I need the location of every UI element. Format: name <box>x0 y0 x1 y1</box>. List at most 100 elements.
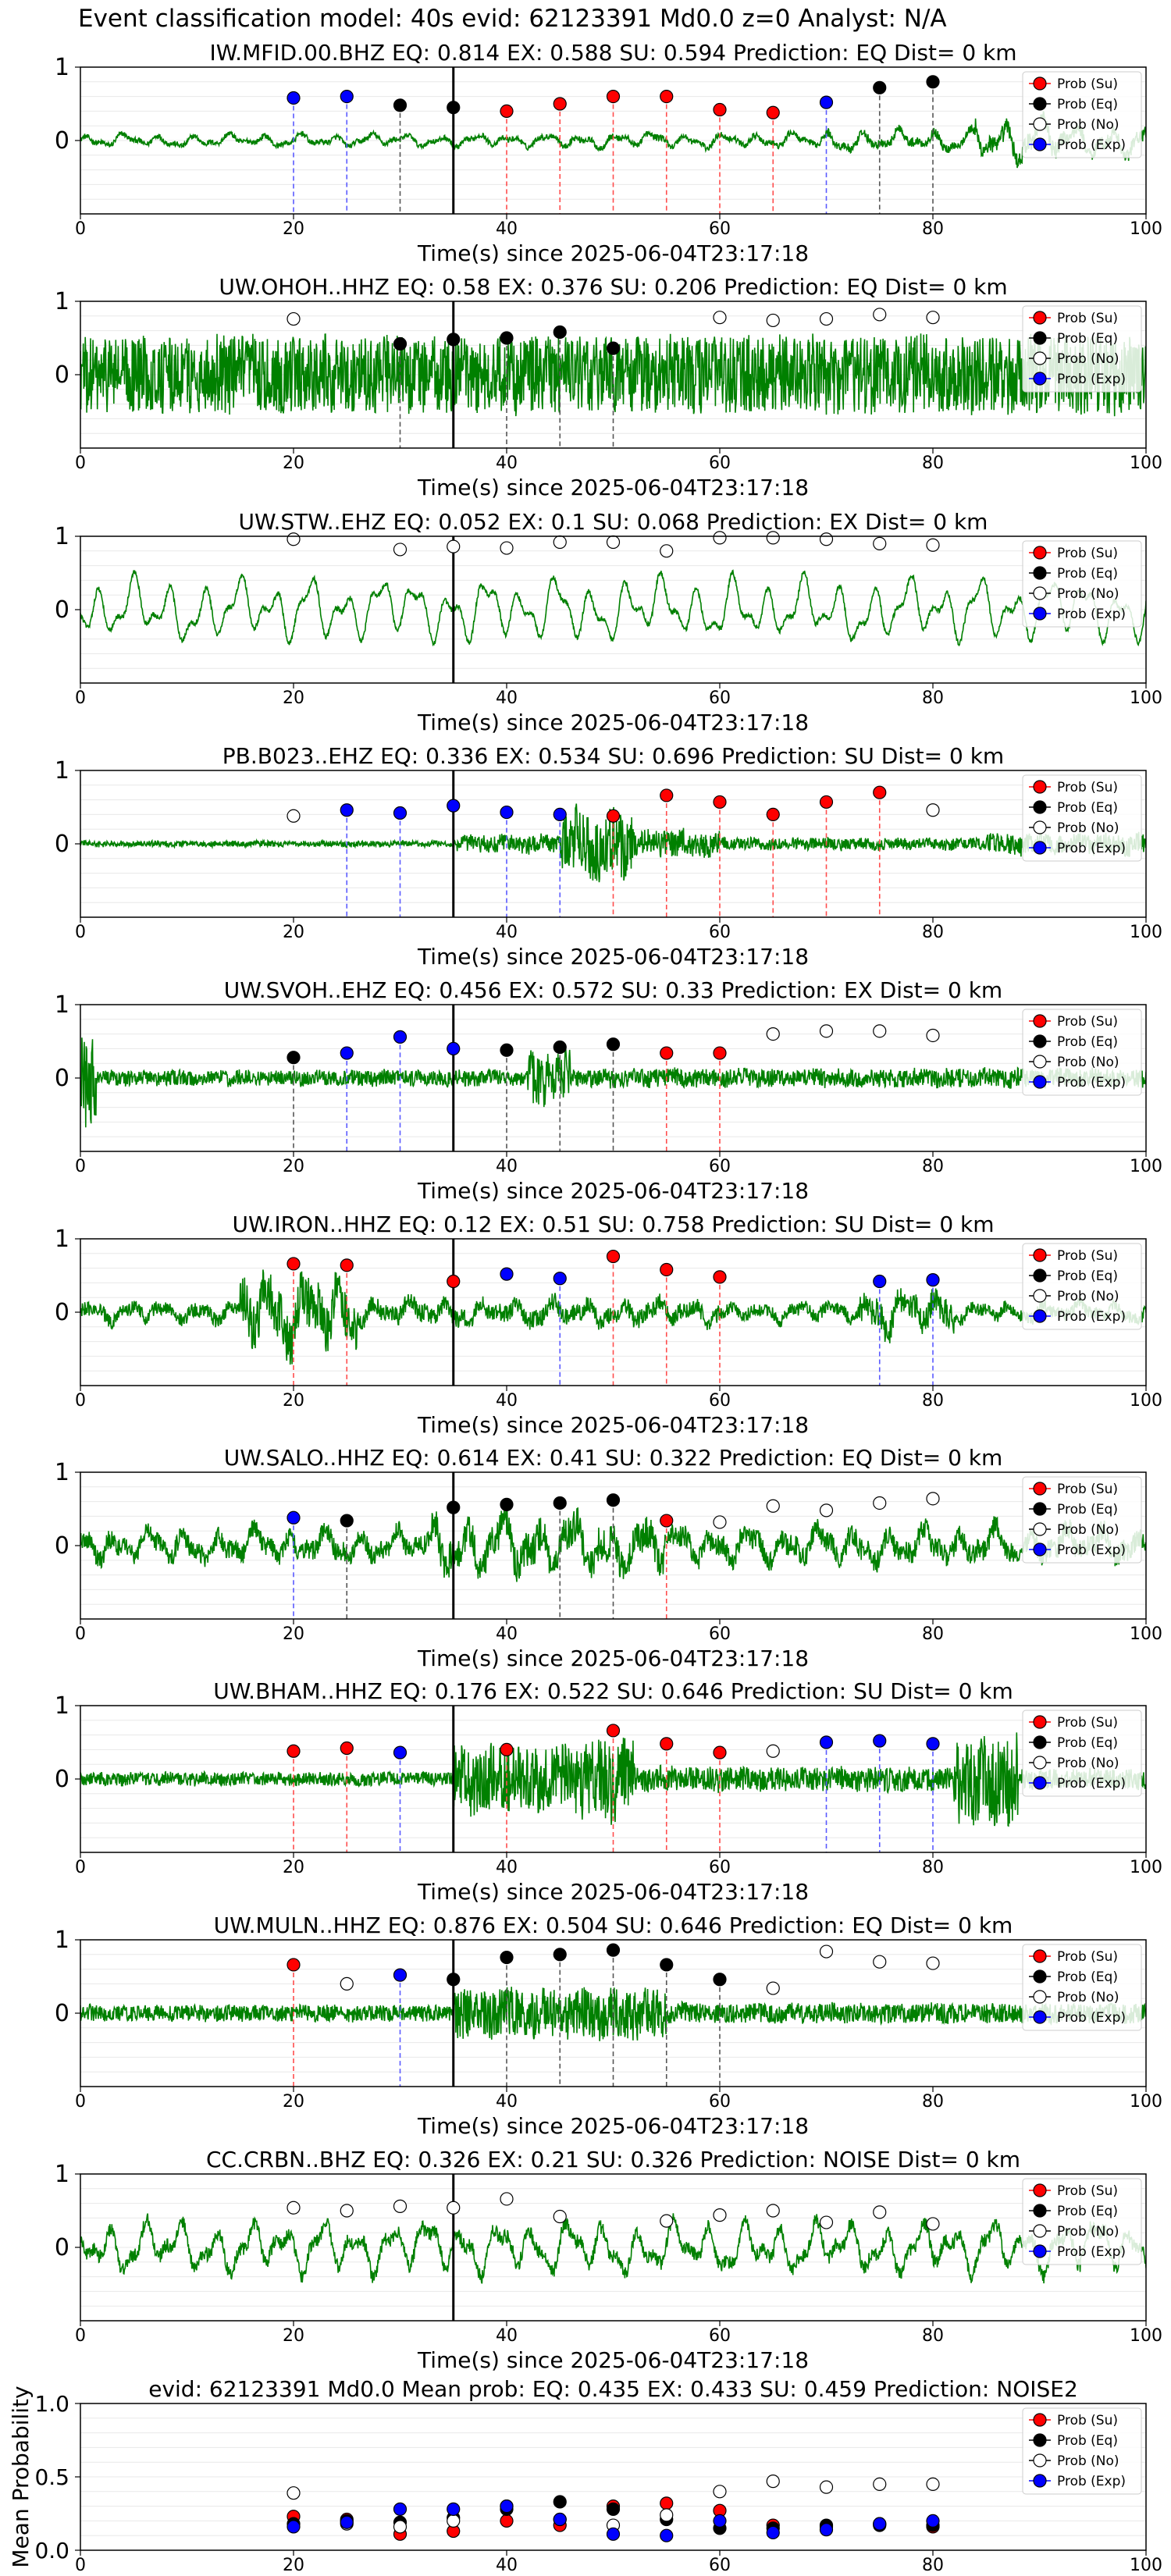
legend-marker-eq <box>1033 1034 1047 1048</box>
point-no <box>926 2477 940 2491</box>
point-su <box>713 102 727 117</box>
point-no <box>713 1515 727 1529</box>
point-no <box>287 532 301 546</box>
y-tick-label: 1 <box>55 2161 69 2188</box>
x-axis-label: Time(s) since 2025-06-04T23:17:18 <box>417 2347 809 2373</box>
point-exp <box>287 91 301 105</box>
point-no <box>766 531 780 545</box>
legend-frame <box>1022 1710 1142 1797</box>
legend-label-eq: Prob (Eq) <box>1057 1502 1118 1517</box>
point-eq <box>606 1943 621 1957</box>
point-su <box>713 1745 727 1759</box>
point-no <box>819 2480 834 2494</box>
legend-label-no: Prob (No) <box>1057 820 1119 836</box>
point-no <box>766 1026 780 1041</box>
legend: Prob (Su) Prob (Eq) Prob (No) Prob (Exp) <box>1022 305 1142 393</box>
x-tick-label: 60 <box>709 2556 731 2575</box>
legend: Prob (Su) Prob (Eq) Prob (No) Prob (Exp) <box>1022 1944 1142 2031</box>
y-tick-label: 0 <box>55 127 69 155</box>
x-tick-label: 60 <box>709 1624 731 1644</box>
panel-title: IW.MFID.00.BHZ EQ: 0.814 EX: 0.588 SU: 0… <box>209 40 1016 66</box>
legend-marker-su <box>1033 311 1047 325</box>
legend-marker-exp <box>1033 1075 1047 1089</box>
point-no <box>393 2199 408 2213</box>
x-tick-label: 100 <box>1130 2326 1162 2346</box>
x-tick-label: 40 <box>496 2556 518 2575</box>
x-tick-label: 40 <box>496 1391 518 1411</box>
legend: Prob (Su) Prob (Eq) Prob (No) Prob (Exp) <box>1022 1476 1142 1564</box>
legend-marker-no <box>1033 2224 1047 2238</box>
legend: Prob (Su) Prob (Eq) Prob (No) Prob (Exp) <box>1022 1710 1142 1797</box>
legend-label-exp: Prob (Exp) <box>1057 1542 1126 1558</box>
x-tick-label: 0 <box>75 2326 86 2346</box>
point-no <box>873 1955 887 1969</box>
legend-marker-eq <box>1033 1268 1047 1283</box>
point-exp <box>713 2514 727 2528</box>
panel-4: 0 20 40 60 80 100 0 1 PB.B023..EHZ EQ: 0.336 EX:… <box>55 743 1162 970</box>
legend-label-no: Prob (No) <box>1057 2224 1119 2240</box>
point-no <box>606 535 621 550</box>
legend-label-eq: Prob (Eq) <box>1057 2204 1118 2219</box>
x-tick-label: 80 <box>922 923 944 942</box>
y-tick-label: 1 <box>55 1459 69 1486</box>
legend-label-exp: Prob (Exp) <box>1057 372 1126 387</box>
x-tick-label: 40 <box>496 1157 518 1176</box>
legend-frame <box>1022 2407 1142 2495</box>
x-axis-label: Time(s) since 2025-06-04T23:17:18 <box>417 2113 809 2139</box>
legend: Prob (Su) Prob (Eq) Prob (No) Prob (Exp) <box>1022 1009 1142 1096</box>
point-eq <box>447 101 461 115</box>
legend-label-eq: Prob (Eq) <box>1057 1735 1118 1751</box>
point-su <box>606 89 621 104</box>
point-no <box>340 1976 354 1991</box>
x-tick-label: 60 <box>709 1157 731 1176</box>
grid <box>80 2188 1146 2307</box>
panel-7: 0 20 40 60 80 100 0 1 UW.SALO..HHZ EQ: 0.614 EX:… <box>55 1445 1162 1671</box>
point-eq <box>553 1040 567 1055</box>
x-tick-label: 80 <box>922 688 944 708</box>
point-no <box>713 2208 727 2222</box>
point-eq <box>926 75 940 89</box>
legend-frame <box>1022 1476 1142 1564</box>
y-tick-label: 0 <box>55 2000 69 2027</box>
point-eq <box>447 333 461 347</box>
x-tick-label: 0 <box>75 219 86 239</box>
point-exp <box>500 805 514 820</box>
legend-label-no: Prob (No) <box>1057 586 1119 602</box>
y-tick-label: 1 <box>55 523 69 550</box>
point-su <box>447 1274 461 1289</box>
point-su <box>660 89 674 104</box>
point-no <box>873 2477 887 2491</box>
x-tick-label: 20 <box>283 1858 304 1877</box>
point-su <box>766 105 780 119</box>
x-tick-label: 80 <box>922 1858 944 1877</box>
y-tick-label: 0 <box>55 2234 69 2261</box>
point-no <box>500 541 514 555</box>
x-tick-label: 40 <box>496 2092 518 2112</box>
point-no <box>500 2192 514 2206</box>
point-su <box>553 97 567 111</box>
point-no <box>340 2204 354 2218</box>
point-exp <box>553 1272 567 1286</box>
waveform-trace <box>80 2213 1146 2284</box>
point-no <box>660 2214 674 2228</box>
point-exp <box>553 2512 567 2527</box>
legend-frame <box>1022 2178 1142 2265</box>
panel-9: 0 20 40 60 80 100 0 1 UW.MULN..HHZ EQ: 0.876 EX:… <box>55 1912 1162 2139</box>
panel-title: CC.CRBN..BHZ EQ: 0.326 EX: 0.21 SU: 0.32… <box>206 2147 1020 2172</box>
x-tick-label: 80 <box>922 454 944 473</box>
legend-marker-eq <box>1033 97 1047 111</box>
x-tick-label: 60 <box>709 688 731 708</box>
legend: Prob (Su) Prob (Eq) Prob (No) Prob (Exp) <box>1022 71 1142 158</box>
panel-6: 0 20 40 60 80 100 0 1 UW.IRON..HHZ EQ: 0.12 EX: … <box>55 1212 1162 1438</box>
legend-label-exp: Prob (Exp) <box>1057 1776 1126 1791</box>
x-axis-label: Time(s) since 2025-06-04T23:17:18 <box>417 1412 809 1438</box>
y-tick-label: 0 <box>55 1532 69 1560</box>
x-tick-label: 100 <box>1130 688 1162 708</box>
point-su <box>660 2496 674 2510</box>
waveform-trace <box>80 1037 1146 1128</box>
legend-frame <box>1022 1009 1142 1096</box>
legend-marker-exp <box>1033 607 1047 621</box>
point-no <box>926 2217 940 2231</box>
legend-marker-no <box>1033 1289 1047 1303</box>
point-no <box>926 1028 940 1043</box>
